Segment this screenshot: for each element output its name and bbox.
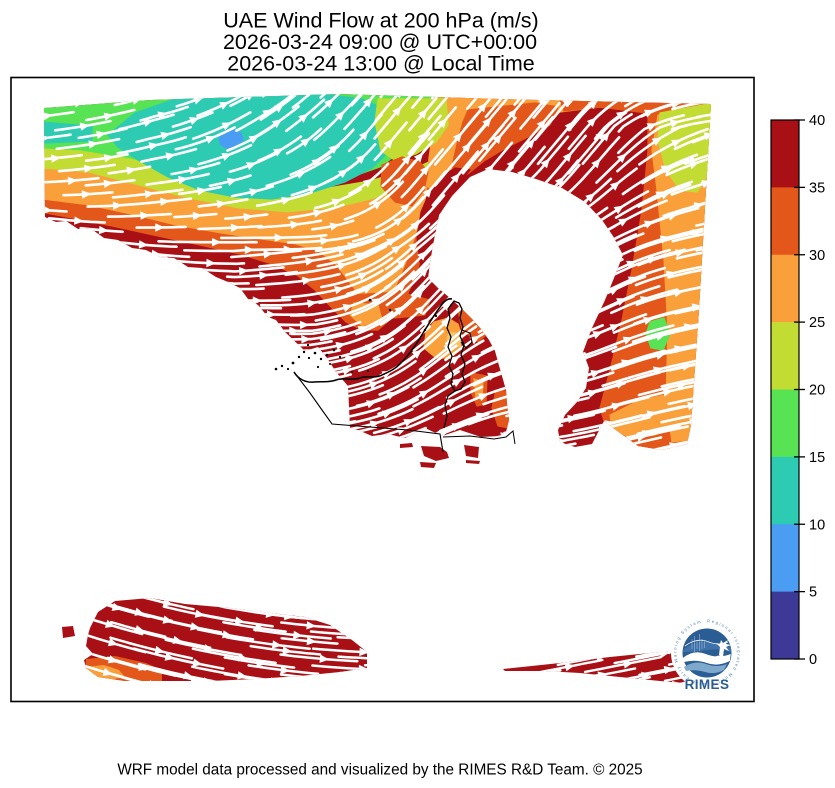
svg-text:35: 35 xyxy=(809,180,825,196)
svg-text:20: 20 xyxy=(809,383,825,399)
svg-text:WRF model data processed and v: WRF model data processed and visualized … xyxy=(117,762,642,779)
svg-text:2026-03-24 09:00 @ UTC+00:00: 2026-03-24 09:00 @ UTC+00:00 xyxy=(223,30,537,54)
svg-text:25: 25 xyxy=(809,315,825,331)
svg-text:2026-03-24 13:00 @ Local Time: 2026-03-24 13:00 @ Local Time xyxy=(227,52,535,76)
svg-text:40: 40 xyxy=(809,113,825,129)
svg-text:10: 10 xyxy=(809,517,825,533)
svg-text:RIMES: RIMES xyxy=(685,677,730,692)
svg-text:30: 30 xyxy=(809,248,825,264)
svg-text:15: 15 xyxy=(809,450,825,466)
svg-text:0: 0 xyxy=(809,652,817,668)
svg-text:5: 5 xyxy=(809,585,817,601)
svg-text:UAE Wind Flow at 200 hPa (m/s): UAE Wind Flow at 200 hPa (m/s) xyxy=(223,9,538,33)
